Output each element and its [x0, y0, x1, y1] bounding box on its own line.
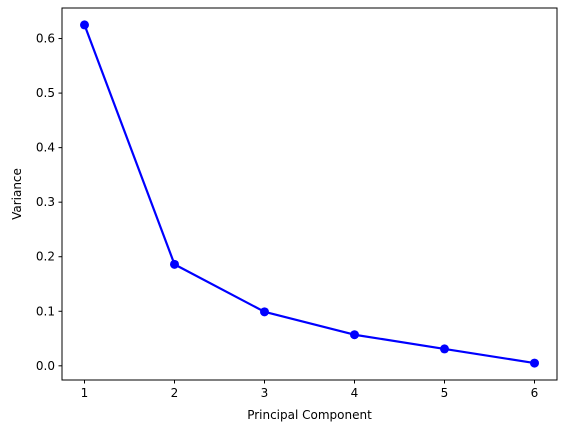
data-point	[170, 259, 179, 269]
y-tick-label: 0.5	[36, 86, 55, 100]
data-point	[80, 20, 89, 30]
y-axis-ticks: 0.0 0.1 0.2 0.3 0.4 0.5 0.6	[36, 32, 62, 373]
y-tick-label: 0.2	[36, 250, 55, 264]
y-tick-label: 0.0	[36, 359, 55, 373]
x-tick-label: 1	[81, 386, 89, 400]
y-tick-label: 0.1	[36, 304, 55, 318]
x-tick-label: 3	[261, 386, 269, 400]
plot-frame	[61, 7, 558, 381]
y-tick-label: 0.3	[36, 195, 55, 209]
x-tick-label: 4	[351, 386, 359, 400]
y-axis-title: Variance	[10, 168, 24, 220]
x-tick-label: 2	[171, 386, 179, 400]
series-layer	[80, 20, 539, 368]
data-point	[440, 344, 449, 354]
data-point	[530, 358, 539, 368]
x-tick-label: 5	[441, 386, 449, 400]
y-tick-label: 0.4	[36, 141, 55, 155]
x-axis-title: Principal Component	[247, 408, 372, 422]
data-point	[260, 307, 269, 317]
x-axis-ticks: 1 2 3 4 5 6	[81, 380, 539, 400]
data-point	[350, 330, 359, 340]
series-line	[83, 24, 535, 365]
y-tick-label: 0.6	[36, 32, 55, 46]
x-tick-label: 6	[531, 386, 539, 400]
